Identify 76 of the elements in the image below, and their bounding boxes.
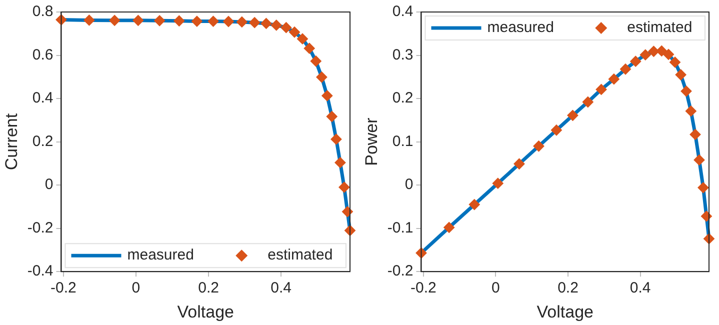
y-tick-label: 0.8 (32, 3, 54, 20)
legend-label: measured (487, 19, 554, 36)
y-tick-label: 0.4 (392, 3, 414, 20)
y-tick-label: 0 (404, 176, 414, 194)
legend-label: estimated (627, 19, 692, 36)
y-tick-label: 0.1 (392, 132, 414, 150)
point (596, 84, 607, 95)
legend-label: measured (127, 246, 194, 264)
point (567, 110, 578, 121)
point (270, 20, 282, 31)
y-tick-label: 0.2 (392, 90, 414, 107)
point (663, 48, 674, 60)
y-tick-label: -0.1 (387, 219, 414, 236)
point (249, 17, 260, 28)
point (310, 56, 322, 67)
point (260, 18, 272, 29)
point (514, 158, 525, 170)
point (698, 182, 709, 194)
x-tick-label: -0.2 (50, 280, 76, 297)
point (154, 15, 166, 26)
x-tick-label: 0 (492, 280, 500, 297)
point (582, 96, 594, 108)
point (208, 16, 219, 27)
point (304, 42, 315, 54)
point (640, 49, 651, 60)
y-axis-title: Power (362, 117, 381, 166)
point (468, 199, 480, 210)
legend-label: estimated (268, 246, 333, 264)
point (191, 16, 202, 27)
point (174, 15, 185, 26)
point (84, 14, 95, 26)
point (675, 69, 686, 80)
point (492, 178, 504, 189)
point (109, 14, 120, 26)
x-tick-label: 0 (132, 280, 140, 297)
point (608, 74, 620, 85)
x-tick-label: 0.4 (630, 280, 651, 297)
point (330, 134, 342, 145)
point (316, 72, 328, 83)
y-tick-label: 0 (44, 176, 54, 194)
y-tick-label: -0.2 (27, 219, 54, 236)
x-tick-label: -0.2 (410, 280, 436, 297)
point (296, 33, 308, 44)
point (620, 64, 631, 75)
point (694, 154, 705, 166)
point (648, 46, 660, 57)
point (132, 14, 144, 26)
x-axis-title: Voltage (536, 302, 594, 322)
point (680, 86, 692, 97)
point (550, 124, 562, 136)
x-tick-label: 0.4 (270, 280, 292, 297)
point (322, 90, 333, 102)
x-tick-label: 0.2 (558, 280, 578, 297)
y-tick-label: -0.2 (387, 262, 414, 280)
x-axis-title: Voltage (177, 302, 234, 322)
point (289, 26, 300, 38)
point (690, 128, 701, 140)
point (338, 182, 350, 193)
point (630, 56, 642, 67)
point (656, 45, 668, 56)
y-tick-label: 0.6 (32, 46, 54, 64)
point (326, 110, 338, 122)
x-tick-label: 0.2 (198, 280, 219, 297)
point (444, 222, 455, 233)
point (533, 140, 544, 152)
y-tick-label: 0.4 (32, 90, 54, 107)
point (334, 157, 346, 168)
point (222, 16, 234, 28)
point (685, 106, 696, 117)
point (670, 56, 681, 68)
y-tick-label: 0.2 (32, 132, 54, 150)
point (236, 16, 248, 28)
y-axis-title: Current (2, 113, 21, 170)
y-tick-label: -0.4 (27, 262, 54, 280)
y-tick-label: 0.3 (392, 46, 414, 64)
point (280, 22, 292, 34)
